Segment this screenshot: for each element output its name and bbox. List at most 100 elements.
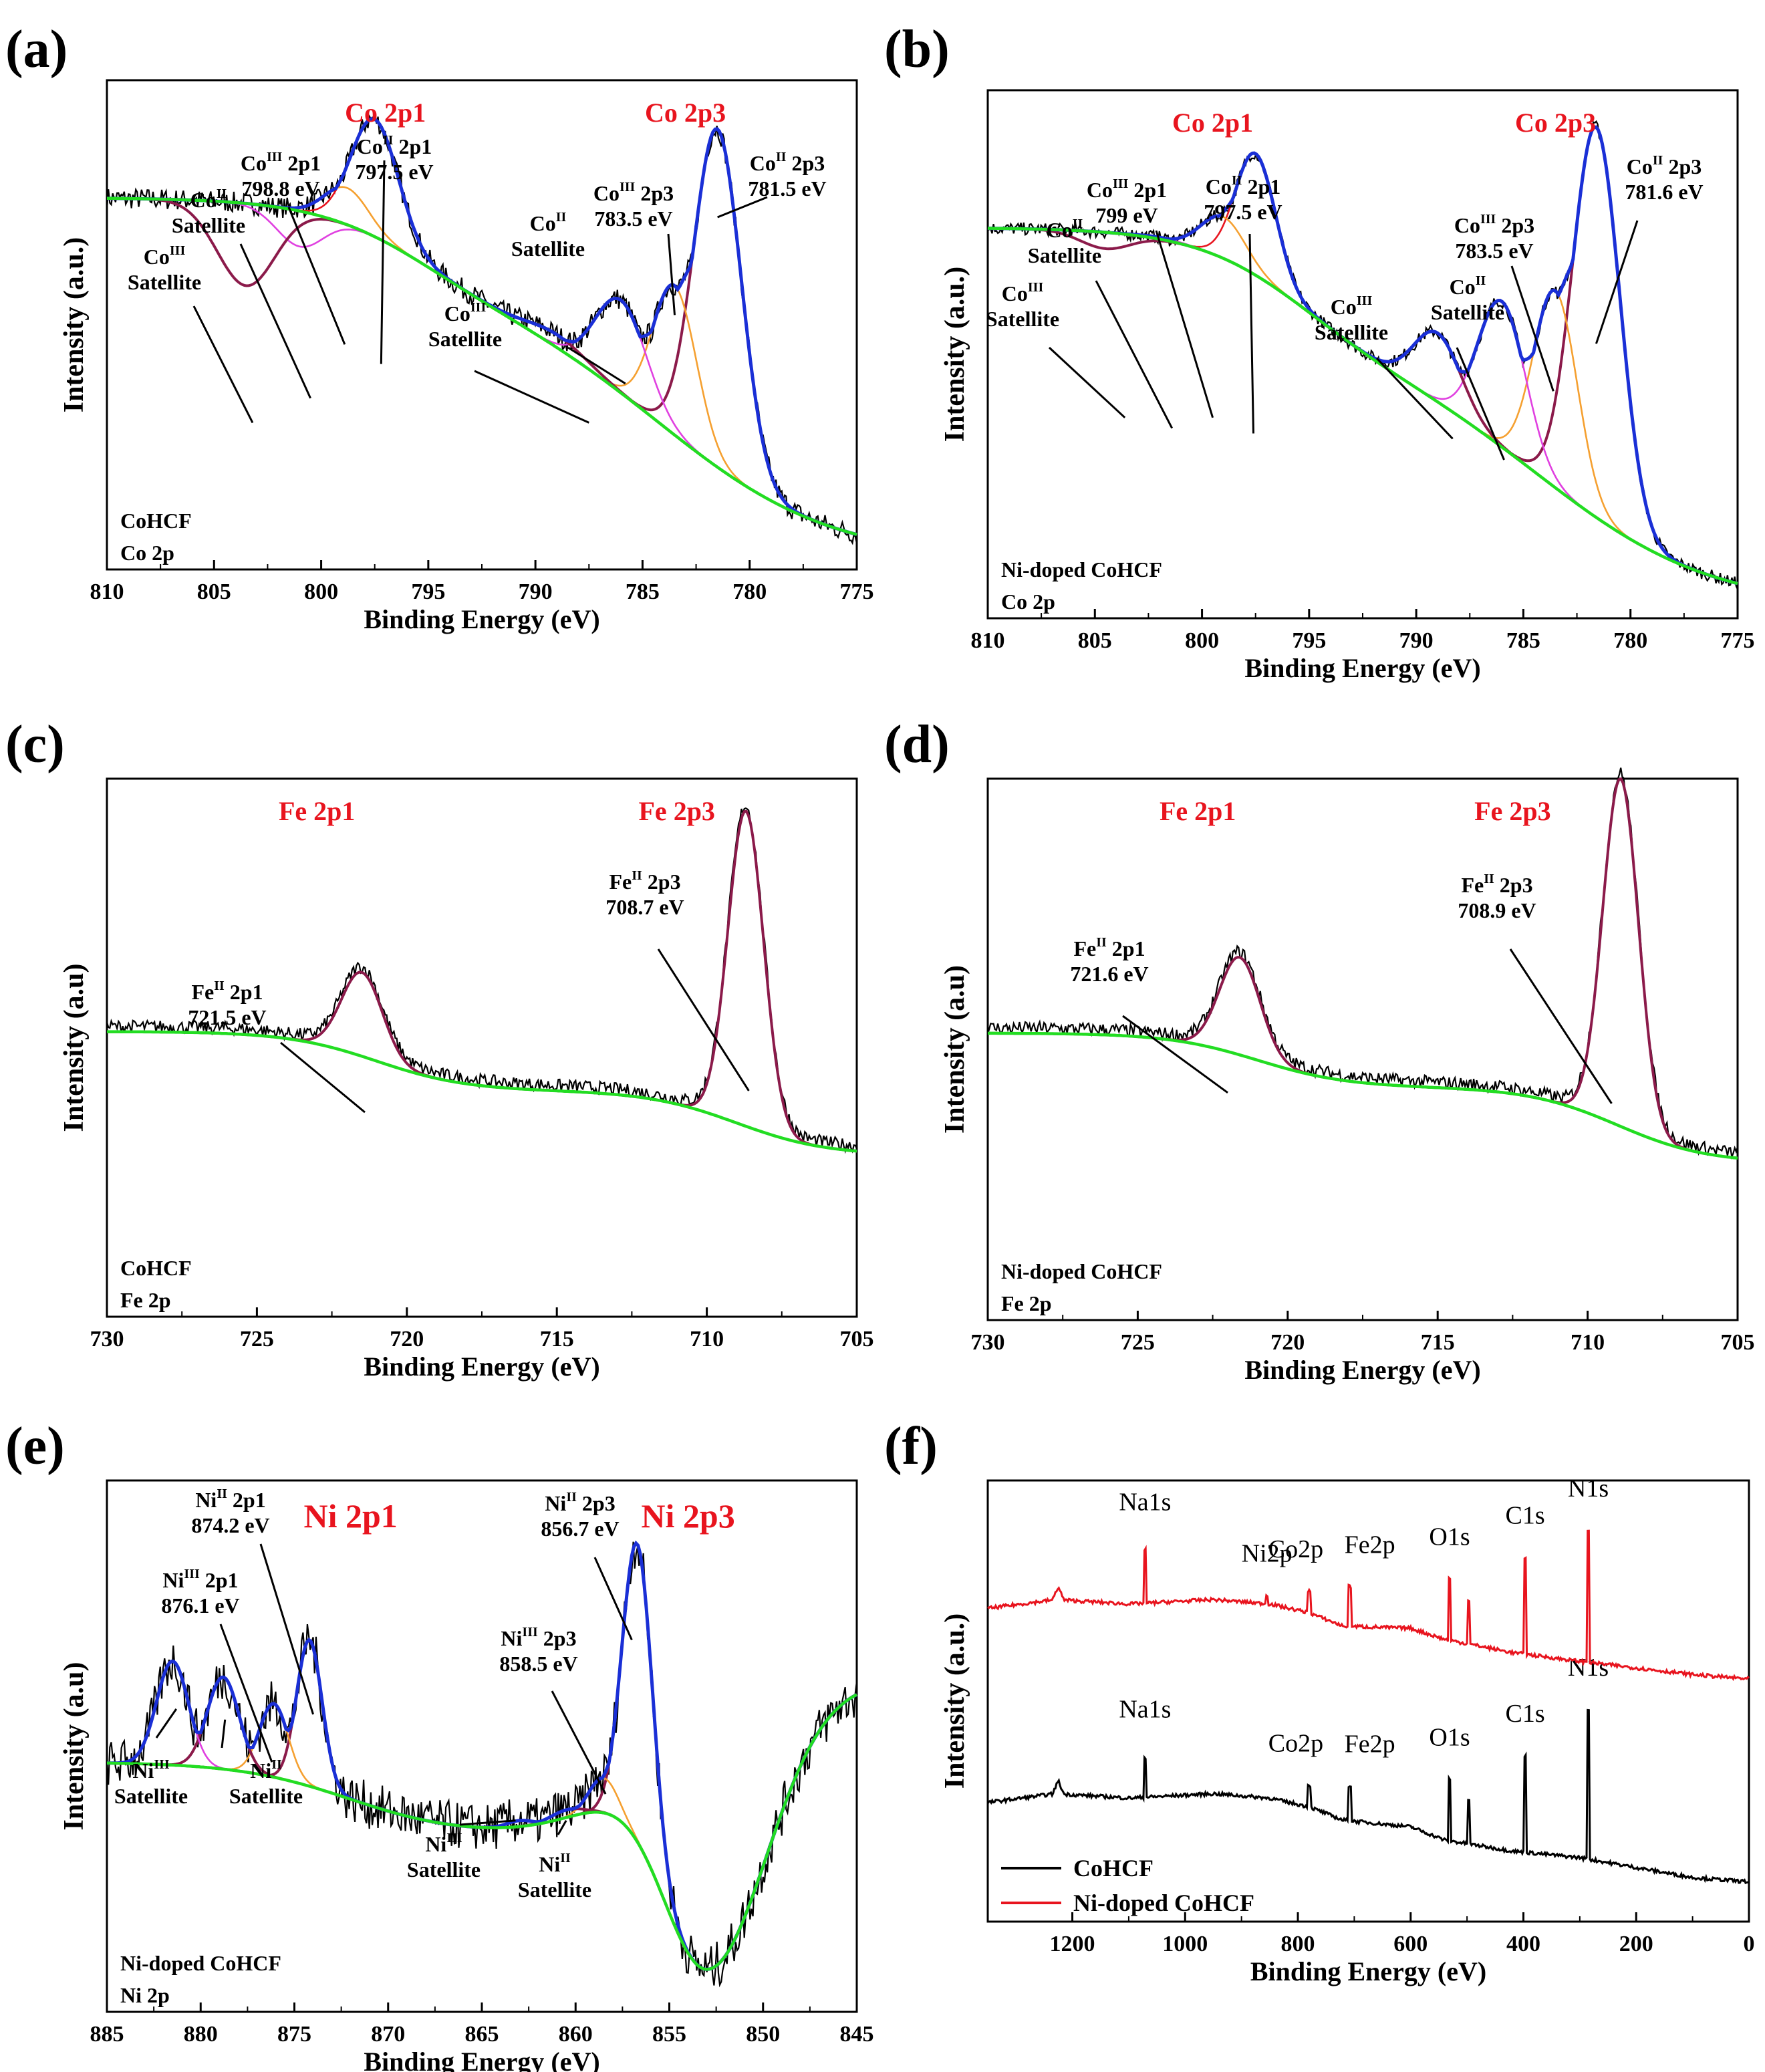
annotation-leader-line <box>717 196 768 219</box>
annotation-leader-line <box>219 1624 273 1763</box>
annotation-oxidation-state: II <box>271 1757 282 1772</box>
annotation-oxidation-state: II <box>556 210 567 225</box>
annotation-value: Satellite <box>229 1784 303 1808</box>
x-tick-label: 850 <box>746 2022 780 2047</box>
peak-label: Co2p <box>1268 1535 1323 1563</box>
annotation-element: Co <box>1047 218 1073 242</box>
annotation-title: CoIII <box>444 300 487 326</box>
x-tick-label: 730 <box>90 1327 124 1351</box>
annotation-value: 856.7 eV <box>541 1517 619 1541</box>
x-tick-label: 705 <box>1721 1330 1755 1355</box>
annotation-oxidation-state: II <box>1476 273 1486 288</box>
annotation-element: Ni <box>162 1568 184 1592</box>
peak-label: Co2p <box>1268 1729 1323 1757</box>
annotation-title: CoII <box>1450 273 1486 299</box>
annotation-orbital: 2p1 <box>227 1488 266 1512</box>
x-tick-label: 1000 <box>1162 1932 1208 1956</box>
annotation-value: 721.6 eV <box>1070 962 1148 986</box>
x-tick-label: 885 <box>90 2022 124 2047</box>
x-tick-label: 720 <box>1270 1330 1305 1355</box>
peak-label: Fe2p <box>1345 1730 1395 1758</box>
x-tick-label: 1200 <box>1050 1932 1095 1956</box>
x-axis-label: Binding Energy (eV) <box>1244 1355 1480 1385</box>
plot-frame <box>986 777 1739 1321</box>
section-label: Fe 2p3 <box>1474 796 1550 826</box>
y-axis-label: Intensity (a.u) <box>59 1662 90 1830</box>
annotation-leader-line <box>1095 280 1174 429</box>
annotation-element: Ni <box>501 1626 522 1650</box>
annotation-title: CoIII 2p1 <box>1087 176 1167 202</box>
peak-label: Na1s <box>1119 1488 1171 1516</box>
annotation-element: Fe <box>1461 873 1484 897</box>
annotation-leader-line <box>459 1819 516 1826</box>
annotation-element: Ni <box>132 1759 154 1783</box>
annotation-value: Satellite <box>407 1857 481 1882</box>
panel-label: (b) <box>884 20 950 79</box>
annotation-oxidation-state: III <box>470 300 487 315</box>
annotation-leader-line <box>593 1557 633 1641</box>
sample-label: Fe 2p <box>120 1288 171 1312</box>
x-axis-label: Binding Energy (eV) <box>1250 1956 1486 1986</box>
annotation-oxidation-state: II <box>1653 153 1663 168</box>
annotation-element: Co <box>1087 178 1113 202</box>
annotation-title: CoII 2p3 <box>1627 153 1702 178</box>
annotation-title: NiIII 2p1 <box>162 1567 238 1592</box>
annotation-element: Ni <box>195 1488 217 1512</box>
panel-e: 885 880 875 870 865 860 855 850 845 Binding Energ… <box>5 1417 874 2072</box>
annotation-orbital: 2p3 <box>1496 213 1534 237</box>
y-axis-label: Intensity (a.u.) <box>940 267 970 442</box>
annotation-leader-line <box>155 1708 178 1738</box>
annotation-title: CoII <box>1047 217 1083 242</box>
annotation-title: CoIII <box>1002 280 1044 305</box>
annotation-oxidation-state: III <box>522 1625 538 1640</box>
annotation-value: 858.5 eV <box>499 1652 577 1676</box>
x-axis-label: Binding Energy (eV) <box>1244 653 1480 683</box>
background-line <box>107 1693 858 1971</box>
annotation-title: CoII <box>190 186 227 212</box>
annotation-orbital: 2p1 <box>1242 174 1280 199</box>
peak-label: O1s <box>1429 1724 1470 1752</box>
annotation-value: 783.5 eV <box>1455 239 1533 263</box>
annotation-title: NiII <box>539 1851 571 1876</box>
y-axis-label: Intensity (a.u.) <box>59 237 90 413</box>
section-label: Ni 2p3 <box>641 1497 734 1535</box>
annotation-oxidation-state: II <box>566 1490 577 1505</box>
annotation-value: Satellite <box>1431 300 1504 324</box>
x-tick-label: 800 <box>1281 1932 1315 1956</box>
x-tick-label: 785 <box>1506 628 1540 653</box>
annotation-element: Fe <box>1073 936 1096 960</box>
annotation-oxidation-state: III <box>170 243 186 258</box>
y-axis-label: Intensity (a.u) <box>940 965 970 1134</box>
annotation-element: Fe <box>191 980 214 1004</box>
annotation-element: Co <box>1331 295 1357 319</box>
background-line <box>107 197 857 536</box>
annotation-value: Satellite <box>428 327 502 351</box>
annotation-leader-line <box>657 948 750 1091</box>
annotation-oxidation-state: III <box>267 150 283 164</box>
legend-label: CoHCF <box>1073 1855 1153 1882</box>
x-tick-label: 710 <box>690 1327 724 1351</box>
annotation-title: CoIII 2p1 <box>241 150 321 175</box>
x-axis-label: Binding Energy (eV) <box>364 1351 599 1382</box>
sample-label: Co 2p <box>120 541 174 565</box>
annotation-leader-line <box>192 305 254 424</box>
legend-label: Ni-doped CoHCF <box>1073 1890 1254 1916</box>
annotation-oxidation-state: III <box>620 180 636 195</box>
annotation-oxidation-state: II <box>776 150 787 164</box>
annotation-oxidation-state: III <box>1357 293 1373 308</box>
annotation-orbital: 2p3 <box>1663 154 1702 178</box>
annotation-orbital: 2p3 <box>786 151 825 175</box>
annotation-element: Co <box>241 151 267 175</box>
annotation-leader-line <box>1122 1015 1228 1094</box>
annotation-value: Satellite <box>172 213 245 237</box>
annotation-oxidation-state: II <box>560 1851 571 1865</box>
annotation-element: Ni <box>539 1852 560 1876</box>
annotation-oxidation-state: III <box>1113 176 1129 191</box>
annotation-oxidation-state: III <box>154 1757 170 1772</box>
fit-peak-804.5 <box>987 227 1738 585</box>
annotation-oxidation-state: II <box>214 979 225 993</box>
fit-peak-798.8 <box>107 186 857 535</box>
annotation-title: NiIII <box>132 1757 170 1783</box>
annotation-element: Ni <box>545 1491 566 1515</box>
annotation-value: 708.9 eV <box>1458 898 1536 922</box>
